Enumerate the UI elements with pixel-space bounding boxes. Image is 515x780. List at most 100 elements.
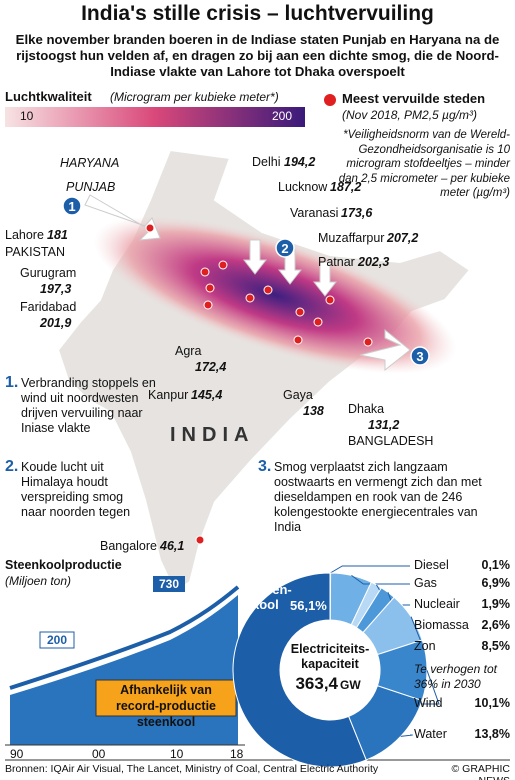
city-name: Kanpur (148, 388, 189, 402)
city-dot (363, 337, 373, 347)
city-name: Bangalore (100, 539, 157, 553)
wind-arrow (359, 328, 411, 372)
city-name: Dhaka (348, 402, 385, 416)
leader (351, 574, 410, 585)
donut-total: 363,4 (295, 674, 338, 693)
city-name: Gurugram (20, 266, 77, 280)
city-name: Patnar (318, 255, 355, 269)
city-name: Lucknow (278, 180, 328, 194)
donut-segment (348, 685, 423, 761)
segment-name: Diesel (414, 558, 449, 572)
segment-name: Water (414, 727, 447, 741)
country-label: INDIA (170, 424, 255, 446)
point-number: 3. (258, 458, 272, 475)
segment-name: Gas (414, 576, 437, 590)
city-name: Lahore (5, 228, 44, 242)
city-value: 131,2 (368, 418, 400, 432)
coal-unit: (Miljoen ton) (5, 574, 72, 588)
segment-label: 13,8% (474, 727, 510, 741)
state-label: PUNJAB (66, 180, 116, 194)
legend-min: 10 (20, 109, 34, 123)
aq-scale (5, 107, 305, 127)
city-value: 172,4 (195, 360, 227, 374)
country-label: PAKISTAN (5, 245, 65, 259)
marker-number: 1 (68, 199, 75, 214)
legend-unit: (Microgram per kubieke meter*) (110, 90, 279, 104)
subtitle: Elke november branden boeren in de India… (15, 32, 500, 79)
coal-label: 200 (46, 633, 68, 647)
city-name: Varanasi (290, 206, 339, 220)
label-box (39, 631, 75, 649)
city-name: Agra (175, 344, 202, 358)
coal-line (9, 585, 240, 690)
segment-label: 8,5% (481, 639, 511, 653)
segment-name: Biomassa (414, 618, 469, 632)
title: India's stille crisis – luchtvervuiling (81, 2, 434, 25)
zon-note: Te verhogen tot 36% in 2030 (414, 662, 497, 691)
city-value: 145,4 (191, 388, 223, 402)
legend-max: 200 (272, 109, 293, 123)
city-value: 46,1 (160, 539, 185, 553)
city-value: 194,2 (284, 155, 316, 169)
coal-note: Afhankelijk van record-productie steenko… (115, 683, 216, 729)
city-value: 197,3 (40, 282, 72, 296)
x-tick-label: 10 (170, 747, 184, 761)
x-tick-label: 18 (230, 747, 244, 761)
smog-area (93, 216, 457, 374)
legend-cities: Meest vervuilde steden (342, 91, 486, 106)
donut-segment (232, 572, 367, 768)
point-text: Verbranding stoppels en wind uit noordwe… (21, 376, 156, 435)
segment-name: Steen-kool (252, 582, 292, 612)
credit: © GRAPHIC NEWS (451, 763, 511, 780)
state-label: HARYANA (60, 156, 120, 170)
city-dot (325, 295, 335, 305)
segment-label: 56,1% (290, 598, 327, 613)
city-dot (245, 293, 255, 303)
marker-number: 3 (416, 349, 423, 364)
city-dot (313, 317, 323, 327)
city-value: 173,6 (341, 206, 373, 220)
segment-name: Wind (414, 696, 443, 710)
point-number: 2. (5, 458, 19, 475)
segment-label: 10,1% (474, 696, 510, 710)
city-value: 207,2 (387, 231, 419, 245)
city-value: 187,2 (330, 180, 362, 194)
city-dot (200, 267, 210, 277)
segment-name: Zon (414, 639, 436, 653)
city-dot (203, 300, 213, 310)
city-dot (295, 307, 305, 317)
point-text: Smog verplaatst zich langzaam oostwaarts… (274, 460, 482, 534)
marker-number: 2 (281, 241, 288, 256)
coal-label: 730 (158, 577, 180, 591)
segment-label: 2,6% (481, 618, 511, 632)
city-value: 138 (303, 404, 324, 418)
legend-cities-note: (Nov 2018, PM2,5 µg/m³) (342, 108, 477, 122)
city-dot (205, 283, 215, 293)
country-label: BANGLADESH (348, 434, 434, 448)
legend-label: Luchtkwaliteit (5, 89, 92, 104)
point-text: Koude lucht uit Himalaya houdt verspreid… (21, 460, 131, 519)
city-dot (145, 223, 155, 233)
segment-label: 6,9% (481, 576, 511, 590)
city-name: Muzaffarpur (318, 231, 385, 245)
label-box (153, 576, 185, 592)
city-dot (218, 260, 228, 270)
city-value: 201,9 (40, 316, 72, 330)
donut-title: Electriciteits-kapaciteit (290, 642, 370, 671)
city-dot (263, 285, 273, 295)
footnote: *Veiligheidsnorm van de Wereld-Gezondhei… (338, 129, 510, 199)
sources: Bronnen: IQAir Air Visual, The Lancet, M… (5, 763, 379, 775)
donut-unit: GW (340, 678, 361, 692)
segment-label: 1,9% (481, 597, 511, 611)
segment-name: Nucleair (414, 597, 460, 611)
legend-dot (324, 94, 336, 106)
city-name: Faridabad (20, 300, 77, 314)
segment-label: 0,1% (481, 558, 511, 572)
city-dot (195, 535, 205, 545)
leader (330, 565, 410, 574)
cold-arrows (242, 239, 338, 297)
city-name: Delhi (252, 155, 281, 169)
x-tick-label: 90 (10, 747, 24, 761)
